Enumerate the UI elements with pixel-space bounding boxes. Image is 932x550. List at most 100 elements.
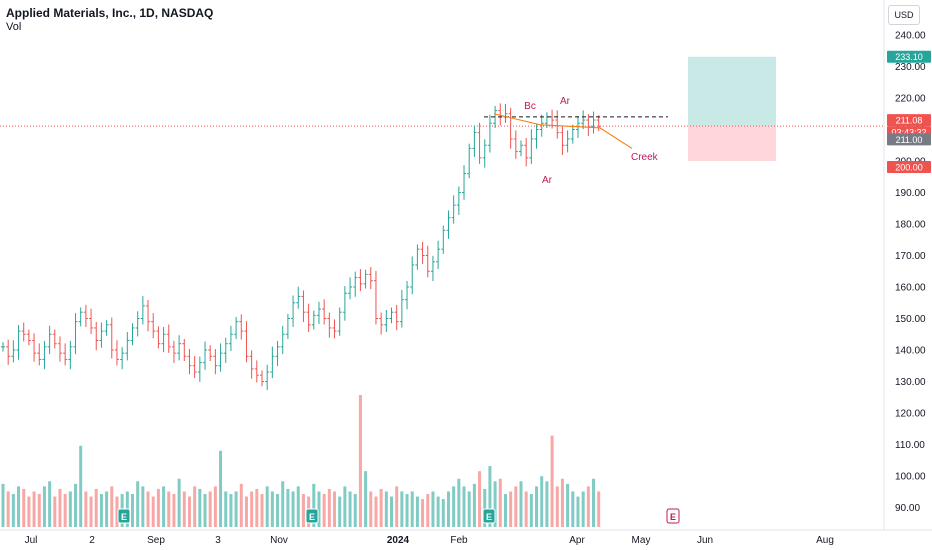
volume-bar: [110, 486, 114, 527]
x-tick-label: 3: [215, 535, 221, 546]
volume-bar: [27, 496, 31, 527]
volume-bar: [198, 488, 202, 527]
volume-bar: [327, 488, 331, 527]
x-tick-label: 2: [89, 535, 95, 546]
volume-bar: [514, 486, 518, 527]
volume-bar: [560, 478, 564, 527]
volume-bar: [115, 496, 119, 527]
y-tick-label: 240.00: [895, 31, 926, 42]
volume-bar: [265, 486, 269, 527]
volume-bar: [364, 471, 368, 527]
volume-bar: [255, 488, 259, 527]
volume-bar: [597, 491, 601, 527]
wyckoff-annotation: Ar: [542, 175, 553, 186]
volume-bar: [291, 491, 295, 527]
x-tick-label: Sep: [147, 535, 165, 546]
volume-bar: [467, 491, 471, 527]
volume-bar: [162, 486, 166, 527]
volume-bar: [281, 481, 285, 527]
volume-bar: [436, 496, 440, 527]
y-tick-label: 140.00: [895, 346, 926, 357]
volume-bar: [32, 491, 36, 527]
volume-bar: [550, 435, 554, 527]
volume-bar: [146, 491, 150, 527]
wyckoff-annotation: Bc: [524, 101, 536, 112]
volume-bar: [141, 486, 145, 527]
volume-bar: [208, 491, 212, 527]
y-tick-label: 170.00: [895, 251, 926, 262]
volume-bar: [478, 471, 482, 527]
volume-bar: [410, 491, 414, 527]
x-tick-label: Apr: [569, 535, 585, 546]
volume-bar: [426, 494, 430, 527]
y-tick-label: 160.00: [895, 283, 926, 294]
volume-bar: [99, 494, 103, 527]
volume-bar: [441, 499, 445, 527]
earnings-label: E: [670, 512, 676, 522]
volume-bar: [301, 494, 305, 527]
volume-bar: [270, 491, 274, 527]
volume-bar: [483, 488, 487, 527]
volume-bar: [333, 491, 337, 527]
volume-bar: [566, 483, 570, 527]
y-tick-label: 190.00: [895, 188, 926, 199]
volume-bar: [42, 486, 46, 527]
volume-bar: [452, 486, 456, 527]
volume-bar: [338, 496, 342, 527]
volume-bar: [317, 491, 321, 527]
x-tick-label: Aug: [816, 535, 834, 546]
volume-bar: [592, 478, 596, 527]
volume-bar: [581, 491, 585, 527]
price-badge-text: 211.08: [896, 116, 923, 126]
volume-bar: [68, 491, 72, 527]
y-tick-label: 110.00: [895, 440, 925, 451]
volume-bar: [348, 491, 352, 527]
volume-bar: [296, 486, 300, 527]
price-badge-text: 03:43:32: [891, 128, 926, 138]
volume-bar: [472, 483, 476, 527]
volume-bar: [156, 488, 160, 527]
volume-bar: [234, 491, 238, 527]
stop-zone: [688, 126, 776, 161]
volume-bar: [58, 488, 62, 527]
volume-bar: [390, 496, 393, 527]
volume-bar: [229, 494, 233, 527]
y-tick-label: 220.00: [895, 94, 926, 105]
volume-bar: [177, 478, 181, 527]
volume-bar: [503, 494, 507, 527]
x-tick-label: Feb: [450, 535, 468, 546]
volume-bar: [493, 481, 497, 527]
volume-bar: [172, 494, 176, 527]
volume-bar: [545, 481, 549, 527]
volume-bar: [105, 491, 109, 527]
volume-bar: [151, 496, 155, 527]
volume-bar: [79, 445, 83, 527]
currency-selector[interactable]: USD: [888, 5, 920, 25]
volume-bar: [343, 486, 347, 527]
volume-bar: [11, 494, 15, 527]
volume-bar: [555, 486, 559, 527]
volume-bar: [540, 476, 544, 527]
wyckoff-annotation: Creek: [631, 152, 659, 163]
x-tick-label: May: [632, 535, 651, 546]
earnings-label: E: [309, 512, 315, 522]
volume-bar: [519, 481, 523, 527]
volume-bar: [182, 491, 186, 527]
volume-bar: [576, 496, 580, 527]
volume-bar: [136, 481, 140, 527]
price-badge-text: 200.00: [895, 163, 923, 173]
volume-bar: [260, 494, 264, 527]
volume-bar: [322, 494, 326, 527]
volume-bar: [1, 483, 5, 527]
price-badge-target: [887, 50, 931, 63]
volume-bar: [250, 491, 254, 527]
y-tick-label: 150.00: [895, 314, 926, 325]
earnings-label: E: [486, 512, 492, 522]
volume-bar: [498, 478, 502, 527]
volume-bar: [415, 496, 419, 527]
volume-bar: [369, 491, 373, 527]
y-tick-label: 90.00: [895, 503, 920, 514]
volume-bar: [224, 491, 228, 527]
